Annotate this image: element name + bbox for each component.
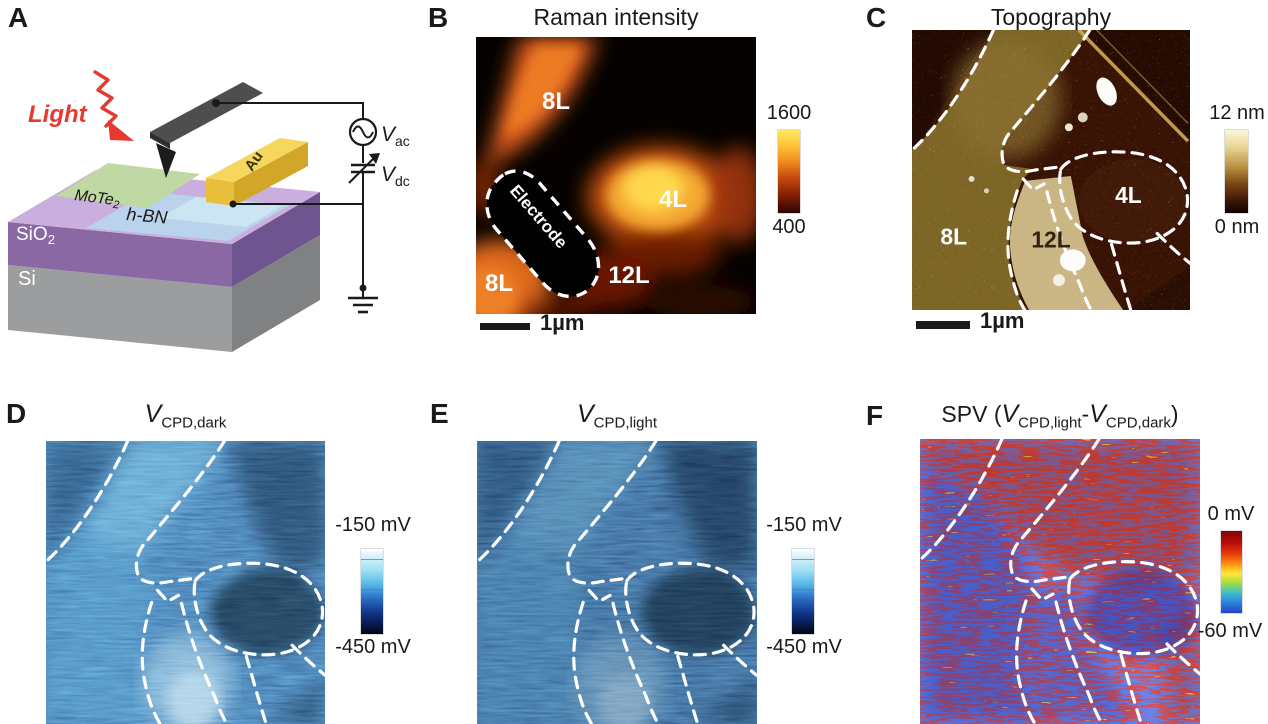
- panel-c-title: Topography: [990, 4, 1112, 30]
- raman-colorbar: [778, 130, 800, 213]
- electrode-outline: [485, 169, 601, 299]
- scalebar-c: [916, 321, 970, 329]
- colorbar-marker: [792, 559, 814, 561]
- colorbar-marker: [361, 559, 383, 561]
- vcpd-light-colorbar-min: -450 mV: [766, 636, 842, 658]
- afm-cantilever: [150, 82, 263, 178]
- vdc-source-symbol: [348, 153, 380, 184]
- raman-colorbar-max: 1600: [766, 102, 812, 124]
- vcpd-light-map: [477, 441, 757, 724]
- vac-label: Vac: [381, 123, 410, 149]
- spv-map: [920, 439, 1200, 724]
- au-electrode: [206, 138, 308, 206]
- topography-map: 8L 12L 4L: [912, 30, 1190, 310]
- vcpd-light-colorbar-max: -150 mV: [766, 514, 842, 536]
- raman-12l-label: 12L: [608, 262, 649, 289]
- panel-d-label: D: [6, 398, 27, 429]
- spv-colorbar-min: -60 mV: [1197, 620, 1263, 642]
- raman-4l-label: 4L: [659, 186, 687, 213]
- spv-colorbar-max: 0 mV: [1207, 503, 1255, 525]
- topo-8l-label: 8L: [940, 223, 967, 249]
- topo-colorbar-min: 0 nm: [1214, 216, 1260, 238]
- circuit-wires: [216, 102, 364, 288]
- light-arrow-icon: [93, 70, 134, 141]
- vcpd-dark-colorbar-max: -150 mV: [335, 514, 411, 536]
- device-schematic: Au SiO2 Si h-BN MoTe2 Light V: [8, 70, 410, 352]
- panel-c-label: C: [866, 2, 887, 33]
- mote2-flake: [56, 163, 200, 208]
- topo-4l-label: 4L: [1115, 182, 1142, 208]
- scalebar-c-label: 1µm: [980, 308, 1025, 333]
- panel-b-label: B: [428, 2, 449, 33]
- topo-colorbar: [1225, 130, 1248, 213]
- si-label: Si: [18, 268, 36, 290]
- panel-a-label: A: [8, 2, 29, 33]
- ground-symbol: [348, 284, 378, 314]
- scalebar-b: [480, 323, 530, 330]
- topo-12l-label: 12L: [1031, 226, 1070, 252]
- spv-colorbar: [1221, 531, 1242, 613]
- scalebar-b-label: 1µm: [540, 310, 585, 335]
- panel-f-label: F: [866, 400, 884, 431]
- vdc-label: Vdc: [381, 163, 410, 189]
- raman-8l-top-label: 8L: [542, 88, 570, 115]
- vcpd-dark-colorbar-min: -450 mV: [335, 636, 411, 658]
- vcpd-light-colorbar: [792, 549, 814, 634]
- mote2-label: MoTe2: [73, 187, 121, 211]
- raman-8l-bottom-label: 8L: [485, 270, 513, 297]
- sio2-label: SiO2: [16, 224, 55, 247]
- vac-source-symbol: [348, 117, 378, 147]
- raman-map: Electrode 8L 4L 12L 8L: [476, 37, 756, 314]
- topo-colorbar-max: 12 nm: [1209, 102, 1265, 124]
- electrode-contact-dot: [229, 200, 237, 208]
- hbn-label: h-BN: [126, 204, 170, 228]
- colorbar-marker: [792, 588, 814, 590]
- panel-b-title: Raman intensity: [533, 4, 699, 30]
- panel-e-title: VCPD,light: [576, 400, 658, 432]
- panel-e-label: E: [430, 398, 449, 429]
- raman-colorbar-min: 400: [772, 216, 806, 238]
- panel-f-title: SPV (VCPD,light-VCPD,dark): [941, 400, 1179, 432]
- colorbar-marker: [361, 588, 383, 590]
- panel-d-title: VCPD,dark: [144, 400, 227, 432]
- cantilever-contact-dot: [212, 99, 220, 107]
- light-label: Light: [28, 101, 88, 128]
- vcpd-dark-colorbar: [361, 549, 383, 634]
- vcpd-dark-map: [46, 441, 325, 724]
